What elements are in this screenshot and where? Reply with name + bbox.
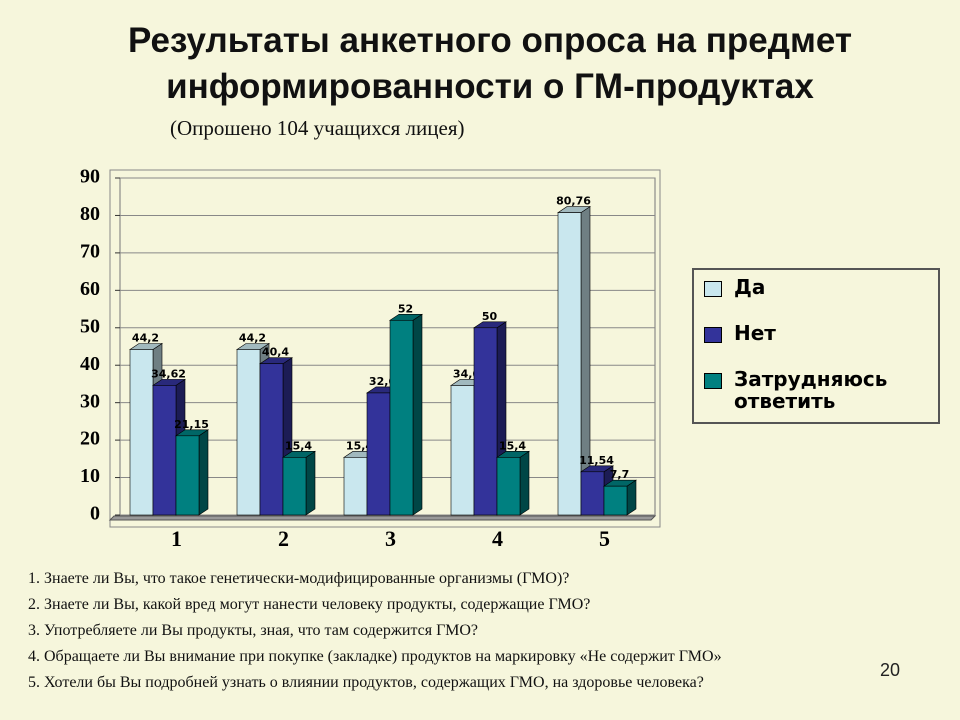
- bar: [175, 435, 200, 516]
- legend-label: Да: [734, 275, 766, 299]
- plot-frame: [109, 169, 661, 528]
- legend-label: Нет: [734, 321, 776, 345]
- legend-swatch: [704, 373, 722, 389]
- bar: [259, 363, 284, 516]
- y-tick-label: 90: [80, 166, 100, 188]
- question-list: Знаете ли Вы, что такое генетически-моди…: [10, 566, 722, 696]
- data-label: 34,6: [453, 367, 480, 380]
- x-tick-label: 4: [492, 526, 503, 551]
- legend: Да Нет Затрудняюсь ответить: [692, 268, 940, 424]
- data-label: 15,4: [285, 439, 312, 452]
- bar: [496, 457, 521, 516]
- legend-swatch: [704, 327, 722, 343]
- bar: [129, 349, 154, 516]
- x-tick-label: 5: [599, 526, 610, 551]
- bar-side: [198, 429, 209, 516]
- data-label: 50: [482, 310, 498, 323]
- bar-side: [305, 450, 316, 516]
- question: Знаете ли Вы, какой вред могут нанести ч…: [44, 592, 722, 618]
- y-tick-label: 10: [80, 465, 100, 487]
- bar: [557, 212, 582, 516]
- page-number: 20: [880, 660, 901, 680]
- bar: [236, 349, 261, 516]
- question: Знаете ли Вы, что такое генетически-моди…: [44, 566, 722, 592]
- bar-side: [412, 313, 423, 516]
- data-label: 80,76: [556, 195, 591, 208]
- x-tick-label: 1: [171, 526, 182, 551]
- bar: [450, 385, 475, 516]
- data-label: 44,2: [239, 331, 266, 344]
- data-label: 7,7: [610, 468, 630, 481]
- data-label: 11,54: [579, 454, 614, 467]
- legend-item: Да: [704, 276, 934, 298]
- bar: [603, 485, 628, 516]
- legend-swatch: [704, 281, 722, 297]
- y-tick-label: 80: [80, 203, 100, 225]
- bar: [282, 457, 307, 516]
- question: Обращаете ли Вы внимание при покупке (за…: [44, 644, 722, 670]
- data-label: 15,4: [346, 439, 373, 452]
- y-tick-label: 30: [80, 390, 100, 412]
- legend-item: Затрудняюсь ответить: [704, 368, 934, 412]
- data-label: 52: [398, 302, 413, 315]
- y-tick-label: 70: [80, 240, 100, 262]
- bar: [473, 327, 498, 516]
- data-label: 21,15: [174, 418, 209, 431]
- bar-side: [519, 450, 530, 516]
- data-label: 40,4: [262, 346, 289, 359]
- data-label: 44,2: [132, 331, 159, 344]
- x-tick-label: 3: [385, 526, 396, 551]
- bar: [366, 392, 391, 516]
- bar: [389, 319, 414, 516]
- data-label: 34,62: [151, 367, 186, 380]
- data-label: 15,4: [499, 439, 526, 452]
- y-tick-label: 60: [80, 278, 100, 300]
- bar: [580, 471, 605, 516]
- bar: [152, 385, 177, 516]
- y-tick-label: 0: [90, 503, 100, 525]
- x-tick-label: 2: [278, 526, 289, 551]
- question: Употребляете ли Вы продукты, зная, что т…: [44, 618, 722, 644]
- floor: [108, 515, 657, 521]
- y-tick-label: 50: [80, 315, 100, 337]
- legend-label: Затрудняюсь ответить: [734, 367, 888, 413]
- legend-item: Нет: [704, 322, 934, 344]
- question: Хотели бы Вы подробней узнать о влиянии …: [44, 670, 722, 696]
- y-tick-label: 20: [80, 428, 100, 450]
- y-tick-label: 40: [80, 353, 100, 375]
- data-label: 32,6: [369, 375, 396, 388]
- bar: [343, 457, 368, 516]
- subtitle: (Опрошено 104 учащихся лицея): [170, 116, 465, 140]
- title: Результаты анкетного опроса на предмет и…: [128, 21, 852, 106]
